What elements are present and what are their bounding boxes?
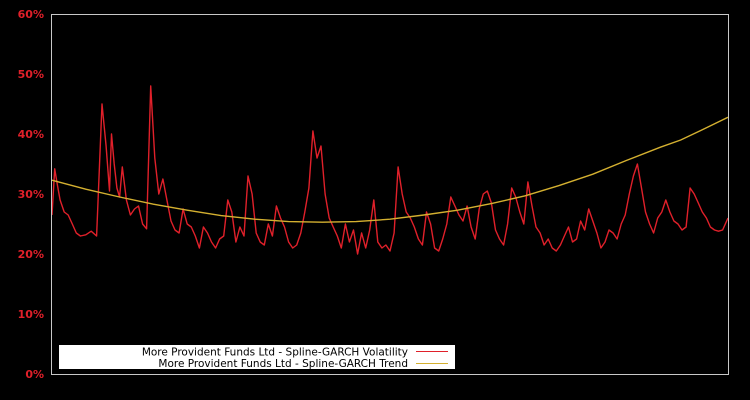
plot-frame [51, 14, 729, 375]
y-axis: 0% 10% 20% 30% 40% 50% 60% [18, 8, 44, 381]
volatility-line [51, 85, 729, 255]
y-tick-label: 10% [18, 308, 44, 321]
y-tick-label: 0% [25, 368, 44, 381]
y-tick-label: 30% [18, 188, 44, 201]
legend-box [59, 345, 455, 369]
legend-label-volatility: More Provident Funds Ltd - Spline-GARCH … [142, 347, 408, 359]
legend-label-trend: More Provident Funds Ltd - Spline-GARCH … [158, 358, 408, 370]
y-tick-label: 60% [18, 8, 44, 21]
y-tick-label: 20% [18, 248, 44, 261]
trend-line [51, 116, 729, 223]
y-tick-label: 50% [18, 68, 44, 81]
y-tick-label: 40% [18, 128, 44, 141]
plot-area [51, 85, 729, 255]
legend: More Provident Funds Ltd - Spline-GARCH … [59, 345, 455, 370]
